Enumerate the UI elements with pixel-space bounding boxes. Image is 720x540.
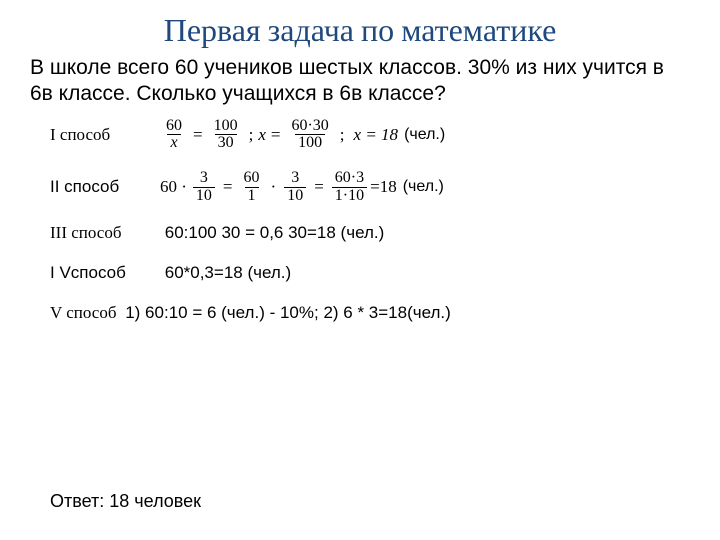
fraction-icon: 60·3 1·10 <box>332 170 367 205</box>
method-4: I Vспособ 60*0,3=18 (чел.) <box>50 263 690 283</box>
method-1: I способ 60 x = 100 30 ; x = 60·30 100 ;… <box>50 118 690 153</box>
problem-text: В школе всего 60 учеников шестых классов… <box>30 55 690 108</box>
fraction-icon: 60 x <box>163 118 185 153</box>
fraction-icon: 3 10 <box>193 170 215 205</box>
method-2: II способ 60 · 3 10 = 60 1 · 3 10 = 60·3… <box>50 170 690 205</box>
fraction-icon: 60·30 100 <box>288 118 331 153</box>
method-3: III способ 60:100 30 = 0,6 30=18 (чел.) <box>50 223 690 243</box>
method-1-label: I способ <box>50 125 160 145</box>
answer-text: Ответ: 18 человек <box>50 491 201 512</box>
fraction-icon: 3 10 <box>284 170 306 205</box>
method-5-text: 1) 60:10 = 6 (чел.) - 10%; 2) 6 * 3=18(ч… <box>125 303 451 322</box>
fraction-icon: 60 1 <box>241 170 263 205</box>
unit-label: (чел.) <box>404 126 445 144</box>
method-3-text: 60:100 30 = 0,6 30=18 (чел.) <box>165 223 385 242</box>
slide: Первая задача по математике В школе всег… <box>0 0 720 540</box>
method-1-expr: 60 x = 100 30 ; x = 60·30 100 ; x = 18 <box>160 118 398 153</box>
method-5-label: V способ <box>50 303 116 322</box>
method-5: V способ 1) 60:10 = 6 (чел.) - 10%; 2) 6… <box>50 303 690 323</box>
method-3-label: III способ <box>50 223 160 243</box>
method-2-expr: 60 · 3 10 = 60 1 · 3 10 = 60·3 1·10 =18 <box>160 170 397 205</box>
unit-label: (чел.) <box>403 178 444 196</box>
slide-title: Первая задача по математике <box>30 12 690 49</box>
method-2-label: II способ <box>50 177 160 197</box>
method-4-label: I Vспособ <box>50 263 160 283</box>
fraction-icon: 100 30 <box>211 118 241 153</box>
method-4-text: 60*0,3=18 (чел.) <box>165 263 291 282</box>
